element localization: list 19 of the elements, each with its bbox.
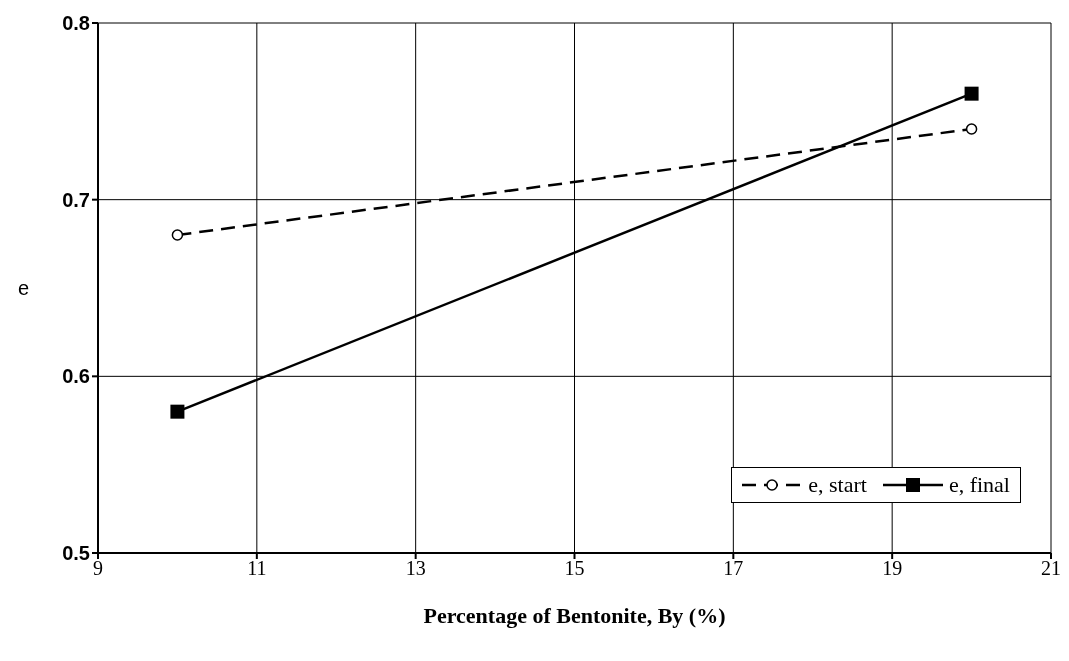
x-tick-label: 21 (1041, 557, 1061, 580)
y-axis-title: e (18, 277, 30, 300)
point (965, 123, 978, 135)
x-tick-label: 9 (93, 557, 103, 580)
x-axis-title: Percentage of Bentonite, By (%) (423, 603, 726, 628)
point (171, 229, 184, 241)
x-tick-label: 19 (882, 557, 903, 580)
x-tick-label: 17 (723, 557, 744, 580)
x-tick-label: 11 (247, 557, 267, 580)
legend-label: e, final (948, 472, 1010, 498)
y-tick-label: 0.5 (62, 542, 90, 565)
point (170, 404, 185, 419)
x-tick-label: 15 (564, 557, 585, 580)
point (964, 86, 979, 101)
y-tick-label: 0.8 (62, 12, 90, 35)
x-tick-label: 13 (405, 557, 426, 580)
legend-label: e, start (808, 472, 867, 498)
y-tick-label: 0.6 (62, 365, 90, 388)
y-tick-label: 0.7 (62, 188, 90, 211)
